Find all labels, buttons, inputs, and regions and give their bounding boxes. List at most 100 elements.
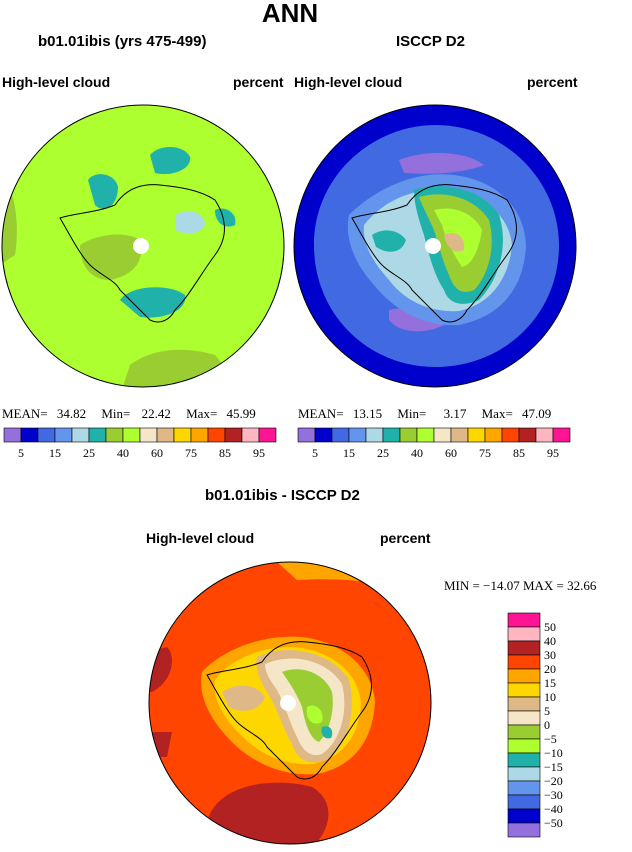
map-difference <box>148 561 432 845</box>
colorbar-difference-tick-label: −30 <box>544 788 563 802</box>
colorbar-model-swatch <box>71 427 90 443</box>
colorbar-isccp-tick-label: 75 <box>479 446 491 460</box>
panel-1-title: b01.01ibis (yrs 475-499) <box>38 33 207 50</box>
colorbar-difference-tick-label: 10 <box>544 690 556 704</box>
panel-1-units-label: percent <box>233 74 284 90</box>
colorbar-isccp-swatch <box>552 427 571 443</box>
colorbar-difference-swatch <box>507 752 541 768</box>
colorbar-isccp-swatch <box>399 427 418 443</box>
colorbar-difference-swatch <box>507 682 541 698</box>
colorbar-difference-swatch <box>507 794 541 810</box>
figure-title: ANN <box>261 0 319 28</box>
panel-2-max-label: Max= <box>481 406 513 421</box>
colorbar-difference-tick-label: 0 <box>544 718 550 732</box>
colorbar-difference-swatch <box>507 780 541 796</box>
colorbar-isccp-swatch <box>518 427 537 443</box>
panel-1-stats: MEAN= 34.82 Min= 22.42 Max= 45.99 <box>2 406 256 422</box>
colorbar-difference-swatch <box>507 696 541 712</box>
colorbar-difference-tick-label: −5 <box>544 732 557 746</box>
panel-1-variable-label: High-level cloud <box>2 74 111 90</box>
map-isccp <box>293 104 577 388</box>
colorbar-isccp: 5 15 25 40 60 75 85 95 <box>297 427 571 460</box>
panel-1-mean-label: MEAN= <box>2 406 48 421</box>
map-model <box>1 104 285 388</box>
colorbar-model-swatch <box>241 427 260 443</box>
panel-1-min-value: 22.42 <box>141 406 171 421</box>
colorbar-isccp-swatch <box>365 427 384 443</box>
colorbar-model: 5 15 25 40 60 75 85 95 <box>3 427 277 460</box>
colorbar-difference-tick-label: −10 <box>544 746 563 760</box>
colorbar-isccp-tick-label: 60 <box>445 446 457 460</box>
colorbar-model-tick-label: 95 <box>253 446 265 460</box>
colorbar-difference-swatch <box>507 710 541 726</box>
colorbar-difference-tick-label: 5 <box>544 704 550 718</box>
colorbar-isccp-swatch <box>433 427 452 443</box>
panel-1-min-label: Min= <box>101 406 131 421</box>
colorbar-model-swatch <box>224 427 243 443</box>
colorbar-isccp-tick-label: 25 <box>377 446 389 460</box>
colorbar-model-swatch <box>173 427 192 443</box>
colorbar-isccp-swatch <box>501 427 520 443</box>
colorbar-model-tick-label: 15 <box>49 446 61 460</box>
colorbar-isccp-tick-label: 15 <box>343 446 355 460</box>
colorbar-model-swatch <box>156 427 175 443</box>
colorbar-difference-tick-label: −20 <box>544 774 563 788</box>
colorbar-model-swatch <box>105 427 124 443</box>
panel-1-mean-value: 34.82 <box>56 406 87 421</box>
colorbar-model-swatch <box>139 427 158 443</box>
colorbar-difference-tick-label: −40 <box>544 802 563 816</box>
panel-2-units-label: percent <box>527 74 578 90</box>
colorbar-difference-swatch <box>507 724 541 740</box>
colorbar-difference-swatch <box>507 822 541 838</box>
colorbar-difference-swatch <box>507 654 541 670</box>
colorbar-isccp-swatch <box>535 427 554 443</box>
panel-2-variable-label: High-level cloud <box>294 74 403 90</box>
panel-2-mean-value: 13.15 <box>352 406 383 421</box>
colorbar-difference-tick-label: −15 <box>544 760 563 774</box>
colorbar-isccp-tick-label: 85 <box>513 446 525 460</box>
colorbar-model-swatch <box>54 427 73 443</box>
colorbar-difference-tick-label: −50 <box>544 816 563 830</box>
colorbar-isccp-tick-label: 40 <box>411 446 423 460</box>
colorbar-difference-tick-label: 20 <box>544 662 556 676</box>
panel-2-mean-label: MEAN= <box>298 406 344 421</box>
panel-1-max-value: 45.99 <box>226 406 256 421</box>
colorbar-isccp-swatch <box>348 427 367 443</box>
colorbar-isccp-tick-label: 95 <box>547 446 559 460</box>
diff-units-label: percent <box>380 530 431 546</box>
colorbar-difference-swatch <box>507 766 541 782</box>
diff-variable-label: High-level cloud <box>146 530 255 546</box>
colorbar-isccp-swatch <box>416 427 435 443</box>
colorbar-difference-swatch <box>507 738 541 754</box>
colorbar-difference-swatch <box>507 640 541 656</box>
colorbar-difference-tick-label: 50 <box>544 620 556 634</box>
panel-2-title: ISCCP D2 <box>396 33 465 50</box>
colorbar-isccp-swatch <box>382 427 401 443</box>
colorbar-model-tick-label: 5 <box>18 446 24 460</box>
colorbar-model-tick-label: 75 <box>185 446 197 460</box>
panel-1-max-label: Max= <box>186 406 218 421</box>
colorbar-model-tick-label: 85 <box>219 446 231 460</box>
diff-minmax: MIN = −14.07 MAX = 32.66 <box>444 578 597 593</box>
diff-title: b01.01ibis - ISCCP D2 <box>205 487 360 504</box>
colorbar-isccp-tick-label: 5 <box>312 446 318 460</box>
colorbar-difference-swatch <box>507 626 541 642</box>
colorbar-difference-tick-label: 15 <box>544 676 556 690</box>
colorbar-model-swatch <box>122 427 141 443</box>
colorbar-difference-swatch <box>507 668 541 684</box>
colorbar-model-swatch <box>190 427 209 443</box>
colorbar-isccp-swatch <box>450 427 469 443</box>
colorbar-isccp-swatch <box>484 427 503 443</box>
colorbar-model-tick-label: 40 <box>117 446 129 460</box>
panel-2-min-value: 3.17 <box>443 406 467 421</box>
colorbar-difference-swatch <box>507 612 541 628</box>
colorbar-isccp-swatch <box>331 427 350 443</box>
colorbar-model-swatch <box>3 427 22 443</box>
colorbar-model-swatch <box>20 427 39 443</box>
colorbar-isccp-swatch <box>467 427 486 443</box>
colorbar-model-swatch <box>207 427 226 443</box>
colorbar-model-tick-label: 25 <box>83 446 95 460</box>
panel-2-max-value: 47.09 <box>522 406 552 421</box>
colorbar-model-swatch <box>37 427 56 443</box>
